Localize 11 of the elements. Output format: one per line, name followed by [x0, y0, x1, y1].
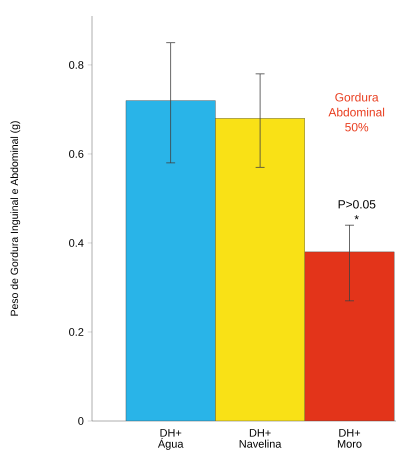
annotation: P>0.05 * — [338, 200, 376, 220]
y-tick-label: 0.6 — [69, 150, 84, 158]
y-tick-label: 0.4 — [69, 239, 84, 247]
y-tick-label: 0.2 — [69, 328, 84, 336]
y-axis-title: Peso de Gordura Inguinal e Abdominal (g) — [10, 121, 20, 316]
y-tick-label: 0.8 — [69, 61, 84, 69]
x-tick-label: DH+ Água — [158, 429, 184, 450]
annotation: Gordura Abdominal 50% — [328, 92, 384, 132]
x-tick-label: DH+ Navelina — [240, 429, 282, 448]
y-tick-label: 0 — [78, 417, 84, 425]
x-tick-label: DH+ Moro — [338, 429, 362, 448]
